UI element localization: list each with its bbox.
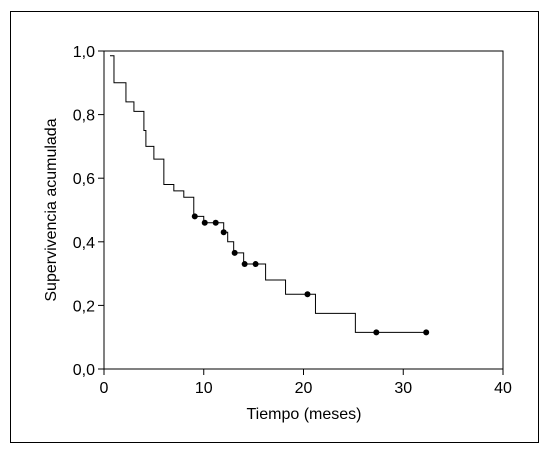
censor-point bbox=[212, 219, 219, 226]
survival-step-line bbox=[109, 55, 428, 333]
x-tick-label: 20 bbox=[295, 380, 313, 397]
x-axis: 0 10 20 30 40 bbox=[100, 369, 512, 397]
censor-point bbox=[201, 219, 208, 226]
x-axis-label: Tiempo (meses) bbox=[247, 406, 362, 423]
y-axis: 0,0 0,2 0,4 0,6 0,8 1,0 bbox=[73, 44, 104, 379]
y-tick-label: 0,6 bbox=[73, 171, 95, 188]
censor-point bbox=[373, 329, 380, 336]
plot-area bbox=[103, 50, 504, 370]
censor-point bbox=[304, 291, 311, 298]
censor-point bbox=[252, 261, 259, 268]
figure-frame bbox=[10, 11, 539, 443]
x-tick-label: 10 bbox=[195, 380, 213, 397]
y-tick-label: 0,2 bbox=[73, 298, 95, 315]
censor-point bbox=[241, 261, 248, 268]
y-tick-label: 0,0 bbox=[73, 362, 95, 379]
x-tick-label: 0 bbox=[100, 380, 109, 397]
censor-point bbox=[423, 329, 430, 336]
y-tick-label: 0,8 bbox=[73, 108, 95, 125]
censor-markers bbox=[191, 213, 430, 336]
series-layer bbox=[109, 55, 428, 333]
y-tick-label: 1,0 bbox=[73, 44, 95, 61]
censor-point bbox=[231, 249, 238, 256]
censor-point bbox=[191, 213, 198, 220]
x-tick-label: 40 bbox=[494, 380, 512, 397]
x-tick-label: 30 bbox=[394, 380, 412, 397]
censor-point bbox=[220, 229, 227, 236]
y-tick-label: 0,4 bbox=[73, 235, 95, 252]
y-axis-label: Supervivencia acumulada bbox=[43, 118, 60, 301]
